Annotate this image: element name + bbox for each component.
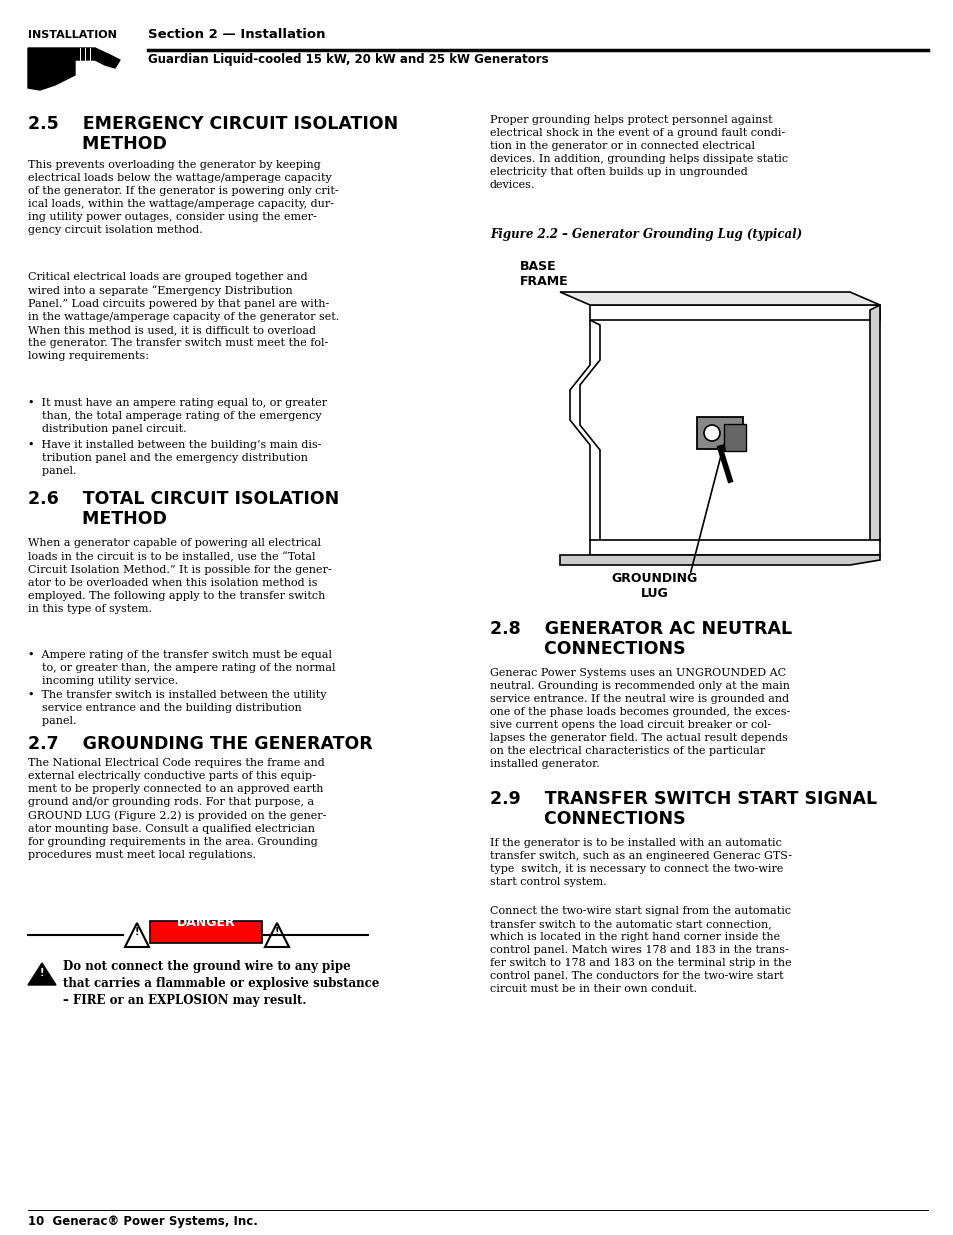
Polygon shape <box>559 291 879 305</box>
Text: 2.8    GENERATOR AC NEUTRAL: 2.8 GENERATOR AC NEUTRAL <box>490 620 791 638</box>
Text: METHOD: METHOD <box>28 510 167 529</box>
Circle shape <box>703 425 720 441</box>
Polygon shape <box>589 540 879 555</box>
Text: Proper grounding helps protect personnel against
electrical shock in the event o: Proper grounding helps protect personnel… <box>490 115 787 190</box>
Text: Guardian Liquid-cooled 15 kW, 20 kW and 25 kW Generators: Guardian Liquid-cooled 15 kW, 20 kW and … <box>148 53 548 65</box>
Text: 2.7    GROUNDING THE GENERATOR: 2.7 GROUNDING THE GENERATOR <box>28 735 373 753</box>
Text: •  Have it installed between the building’s main dis-
    tribution panel and th: • Have it installed between the building… <box>28 440 321 475</box>
Polygon shape <box>125 923 149 947</box>
Text: DANGER: DANGER <box>176 915 235 929</box>
Text: LUG: LUG <box>640 587 668 600</box>
Text: 10  Generac® Power Systems, Inc.: 10 Generac® Power Systems, Inc. <box>28 1215 257 1228</box>
Text: FRAME: FRAME <box>519 275 568 288</box>
Text: CONNECTIONS: CONNECTIONS <box>490 640 685 658</box>
Text: METHOD: METHOD <box>28 135 167 153</box>
Polygon shape <box>569 320 599 545</box>
Text: !: ! <box>40 968 44 978</box>
Text: Generac Power Systems uses an UNGROUNDED AC
neutral. Grounding is recommended on: Generac Power Systems uses an UNGROUNDED… <box>490 668 789 769</box>
Text: When a generator capable of powering all electrical
loads in the circuit is to b: When a generator capable of powering all… <box>28 538 332 614</box>
Text: CONNECTIONS: CONNECTIONS <box>490 810 685 827</box>
Text: 2.6    TOTAL CIRCUIT ISOLATION: 2.6 TOTAL CIRCUIT ISOLATION <box>28 490 339 508</box>
Polygon shape <box>589 305 879 320</box>
Text: The National Electrical Code requires the frame and
external electrically conduc: The National Electrical Code requires th… <box>28 758 326 860</box>
Text: If the generator is to be installed with an automatic
transfer switch, such as a: If the generator is to be installed with… <box>490 839 791 887</box>
Polygon shape <box>28 963 56 986</box>
FancyBboxPatch shape <box>723 424 745 451</box>
Text: 2.5    EMERGENCY CIRCUIT ISOLATION: 2.5 EMERGENCY CIRCUIT ISOLATION <box>28 115 397 133</box>
Text: Critical electrical loads are grouped together and
wired into a separate “Emerge: Critical electrical loads are grouped to… <box>28 272 339 362</box>
Polygon shape <box>559 555 879 564</box>
Polygon shape <box>28 48 120 90</box>
Text: !: ! <box>274 927 279 937</box>
FancyBboxPatch shape <box>697 417 742 450</box>
Text: !: ! <box>134 927 139 937</box>
Polygon shape <box>265 923 289 947</box>
Text: This prevents overloading the generator by keeping
electrical loads below the wa: This prevents overloading the generator … <box>28 161 338 235</box>
Text: •  Ampere rating of the transfer switch must be equal
    to, or greater than, t: • Ampere rating of the transfer switch m… <box>28 650 335 687</box>
Polygon shape <box>869 305 879 545</box>
FancyBboxPatch shape <box>150 921 262 944</box>
Text: 2.9    TRANSFER SWITCH START SIGNAL: 2.9 TRANSFER SWITCH START SIGNAL <box>490 790 876 808</box>
Text: Section 2 — Installation: Section 2 — Installation <box>148 28 325 41</box>
Text: •  The transfer switch is installed between the utility
    service entrance and: • The transfer switch is installed betwe… <box>28 690 326 726</box>
Text: Do not connect the ground wire to any pipe
that carries a flammable or explosive: Do not connect the ground wire to any pi… <box>63 960 379 1007</box>
Text: BASE: BASE <box>519 261 556 273</box>
Text: Connect the two-wire start signal from the automatic
transfer switch to the auto: Connect the two-wire start signal from t… <box>490 906 791 994</box>
Text: •  It must have an ampere rating equal to, or greater
    than, the total ampera: • It must have an ampere rating equal to… <box>28 398 327 433</box>
Text: Figure 2.2 – Generator Grounding Lug (typical): Figure 2.2 – Generator Grounding Lug (ty… <box>490 228 801 241</box>
Text: GROUNDING: GROUNDING <box>611 572 698 585</box>
Text: INSTALLATION: INSTALLATION <box>28 30 117 40</box>
